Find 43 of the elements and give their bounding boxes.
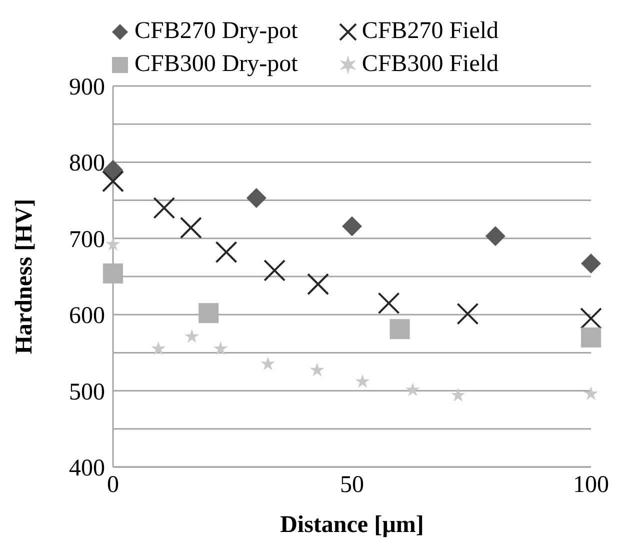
point: [260, 356, 276, 370]
point: [310, 362, 324, 376]
y-tick-label: 900: [69, 74, 105, 101]
legend-label: CFB270 Field: [362, 18, 499, 45]
y-tick-label: 600: [69, 303, 105, 330]
point: [378, 292, 400, 314]
legend-label: CFB270 Dry-pot: [134, 18, 298, 45]
y-tick-label: 500: [69, 379, 105, 406]
point: [450, 388, 466, 402]
point: [184, 329, 200, 343]
point: [198, 303, 219, 324]
point: [213, 341, 228, 355]
point: [581, 327, 601, 348]
point: [584, 386, 598, 400]
point: [153, 196, 176, 219]
point: [151, 341, 166, 355]
point: [246, 188, 266, 208]
point: [307, 273, 330, 296]
y-tick-label: 800: [69, 150, 105, 177]
point: [581, 254, 601, 274]
point: [355, 374, 370, 388]
point: [342, 216, 362, 236]
point: [102, 170, 124, 192]
y-axis-title: Hardness [HV]: [12, 198, 38, 354]
point: [390, 319, 410, 340]
point: [580, 307, 602, 330]
x-tick-label: 0: [107, 472, 119, 498]
point: [406, 382, 420, 396]
point: [456, 302, 479, 325]
y-tick-label: 700: [69, 226, 105, 253]
x-axis-title: Distance [µm]: [280, 512, 424, 538]
point: [180, 216, 202, 239]
point: [106, 236, 120, 251]
point: [264, 259, 286, 282]
x-tick-label: 50: [340, 472, 364, 498]
point: [485, 226, 506, 246]
x-tick-label: 100: [573, 472, 609, 498]
point: [103, 263, 123, 284]
legend-label: CFB300 Field: [362, 51, 499, 78]
point: [103, 160, 123, 180]
point: [215, 241, 238, 264]
y-tick-label: 400: [69, 456, 105, 482]
legend-label: CFB300 Dry-pot: [134, 51, 298, 78]
